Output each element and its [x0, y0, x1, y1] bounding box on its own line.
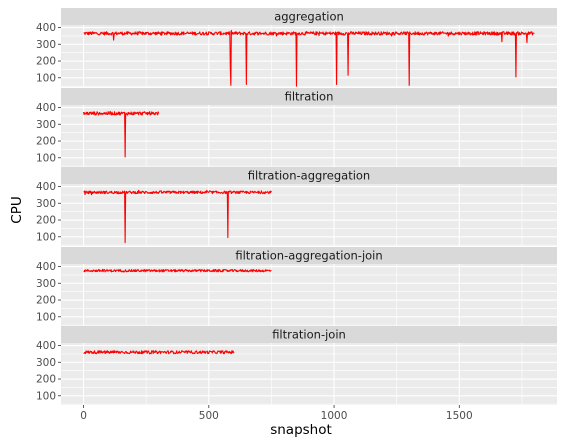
series-line-filtration-aggregation	[83, 189, 272, 244]
y-tick-label: 100	[36, 152, 56, 164]
panel-background	[61, 105, 557, 167]
facet-strip	[61, 167, 557, 184]
y-tick-label: 200	[36, 136, 56, 148]
y-tick-label: 300	[36, 119, 56, 131]
series-line-filtration-aggregation-join	[83, 268, 272, 273]
y-tick-label: 100	[36, 390, 56, 402]
y-tick-label: 300	[36, 39, 56, 51]
panel-background	[61, 184, 557, 246]
panel-background	[61, 25, 557, 87]
x-tick-label: 500	[199, 410, 219, 422]
facet-label: aggregation	[274, 10, 344, 24]
y-tick-label: 400	[36, 22, 56, 34]
facet-strip	[61, 8, 557, 25]
facet-strip	[61, 326, 557, 343]
y-tick-label: 400	[36, 181, 56, 193]
y-tick-label: 200	[36, 374, 56, 386]
x-tick-label: 0	[80, 410, 87, 422]
y-tick-label: 200	[36, 215, 56, 227]
y-axis-title: CPU	[9, 196, 25, 223]
facet-strip	[61, 88, 557, 105]
y-tick-label: 400	[36, 261, 56, 273]
series-line-filtration	[83, 110, 160, 158]
x-tick-label: 1000	[321, 410, 348, 422]
y-tick-label: 200	[36, 295, 56, 307]
series-line-aggregation	[83, 29, 535, 87]
x-tick-label: 1500	[446, 410, 473, 422]
facet-label: filtration-aggregation	[248, 169, 370, 183]
y-tick-label: 300	[36, 278, 56, 290]
y-tick-label: 400	[36, 340, 56, 352]
y-tick-label: 400	[36, 102, 56, 114]
facet-label: filtration	[285, 90, 334, 104]
series-line-filtration-join	[83, 349, 235, 355]
facet-label: filtration-aggregation-join	[235, 249, 382, 263]
y-tick-label: 300	[36, 357, 56, 369]
x-axis-title: snapshot	[270, 422, 332, 438]
y-tick-label: 100	[36, 72, 56, 84]
y-tick-label: 100	[36, 231, 56, 243]
panel-background	[61, 264, 557, 326]
facet-strip	[61, 247, 557, 264]
facet-label: filtration-join	[272, 328, 346, 342]
y-tick-label: 300	[36, 198, 56, 210]
y-tick-label: 100	[36, 311, 56, 323]
y-tick-label: 200	[36, 56, 56, 68]
